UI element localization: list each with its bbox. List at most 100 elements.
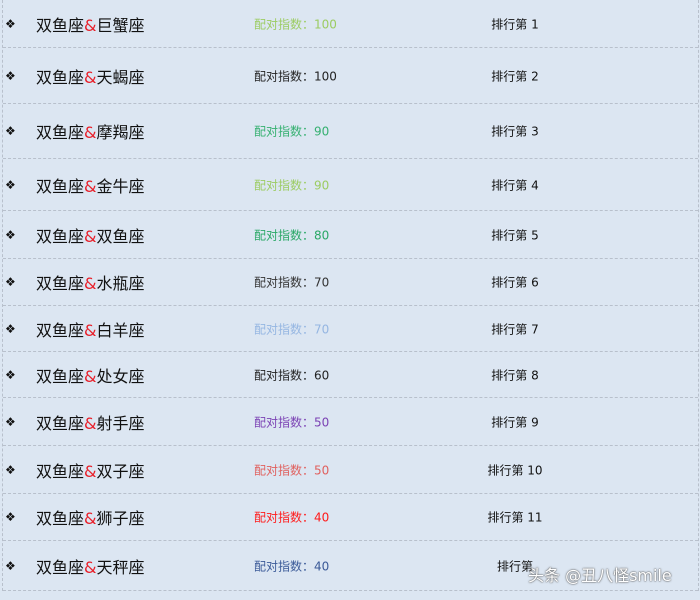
partner-sign: 巨蟹座: [96, 15, 145, 35]
base-sign: 双鱼座: [36, 413, 85, 433]
bullet-icon: ❖: [5, 321, 16, 336]
rank-value: 3: [531, 124, 539, 139]
ampersand: &: [84, 226, 97, 246]
rank: 排行第 3: [491, 123, 538, 140]
score-value: 60: [314, 368, 330, 382]
pair-name: 双鱼座&白羊座: [36, 317, 145, 341]
rank-label: 排行第: [487, 510, 524, 525]
pair-name: 双鱼座&处女座: [36, 363, 145, 387]
bullet-icon: ❖: [5, 367, 16, 382]
list-item: ❖ 双鱼座&狮子座 配对指数：40 排行第 11: [3, 494, 698, 541]
match-score: 配对指数：90: [254, 176, 329, 193]
rank: 排行第 6: [491, 274, 538, 291]
pair-name: 双鱼座&射手座: [36, 410, 145, 434]
match-score: 配对指数：50: [254, 461, 329, 478]
ampersand: &: [84, 413, 97, 433]
score-value: 70: [314, 322, 330, 336]
base-sign: 双鱼座: [36, 67, 85, 87]
partner-sign: 天蝎座: [96, 67, 145, 87]
pair-name: 双鱼座&水瓶座: [36, 270, 145, 294]
rank: 排行第 1: [491, 15, 538, 32]
score-label: 配对指数：: [254, 415, 315, 429]
base-sign: 双鱼座: [36, 15, 85, 35]
score-label: 配对指数：: [254, 124, 315, 139]
match-score: 配对指数：90: [254, 123, 329, 140]
bullet-icon: ❖: [5, 177, 16, 192]
rank: 排行第 5: [491, 226, 538, 243]
match-score: 配对指数：50: [254, 413, 329, 430]
list-item: ❖ 双鱼座&水瓶座 配对指数：70 排行第 6: [3, 259, 698, 306]
list-item: ❖ 双鱼座&摩羯座 配对指数：90 排行第 3: [3, 104, 698, 159]
match-score: 配对指数：100: [254, 67, 337, 84]
ampersand: &: [84, 320, 97, 340]
rank-value: 8: [531, 368, 539, 382]
score-label: 配对指数：: [254, 368, 315, 382]
partner-sign: 金牛座: [96, 176, 145, 196]
match-score: 配对指数：80: [254, 226, 329, 243]
ampersand: &: [84, 366, 97, 386]
score-label: 配对指数：: [254, 322, 315, 336]
rank: 排行第: [497, 557, 533, 574]
partner-sign: 摩羯座: [96, 123, 145, 142]
pair-name: 双鱼座&双鱼座: [36, 223, 145, 247]
bullet-icon: ❖: [5, 414, 16, 429]
score-label: 配对指数：: [254, 17, 315, 31]
partner-sign: 天秤座: [96, 557, 145, 577]
score-label: 配对指数：: [254, 69, 315, 83]
list-item: ❖ 双鱼座&射手座 配对指数：50 排行第 9: [3, 398, 698, 446]
rank: 排行第 4: [491, 176, 538, 193]
rank-value: 1: [531, 17, 539, 31]
match-score: 配对指数：40: [254, 557, 329, 574]
score-label: 配对指数：: [254, 178, 315, 192]
match-score: 配对指数：60: [254, 366, 329, 383]
partner-sign: 白羊座: [96, 320, 145, 340]
base-sign: 双鱼座: [36, 509, 85, 528]
rank-label: 排行第: [491, 415, 528, 429]
rank-value: 4: [531, 178, 539, 192]
rank-label: 排行第: [496, 559, 534, 573]
rank-label: 排行第: [491, 178, 528, 192]
partner-sign: 水瓶座: [96, 274, 145, 293]
bullet-icon: ❖: [5, 68, 16, 83]
bullet-icon: ❖: [5, 275, 16, 289]
pair-name: 双鱼座&狮子座: [36, 505, 145, 529]
partner-sign: 射手座: [96, 413, 145, 433]
match-score: 配对指数：100: [254, 15, 337, 32]
ampersand: &: [84, 176, 97, 196]
base-sign: 双鱼座: [36, 226, 85, 246]
score-label: 配对指数：: [254, 510, 315, 525]
base-sign: 双鱼座: [36, 123, 85, 142]
pair-name: 双鱼座&摩羯座: [36, 119, 145, 143]
rank-label: 排行第: [491, 228, 528, 242]
rank-value: 7: [531, 322, 539, 336]
rank-label: 排行第: [491, 322, 528, 336]
list-item: ❖ 双鱼座&金牛座 配对指数：90 排行第 4: [3, 159, 698, 211]
bullet-icon: ❖: [5, 16, 16, 31]
bullet-icon: ❖: [5, 510, 16, 524]
score-value: 70: [314, 275, 330, 290]
score-value: 40: [314, 510, 330, 525]
base-sign: 双鱼座: [36, 274, 85, 293]
score-label: 配对指数：: [254, 275, 315, 290]
score-value: 80: [314, 228, 330, 242]
rank-label: 排行第: [491, 275, 528, 290]
score-value: 90: [314, 178, 330, 192]
partner-sign: 双鱼座: [96, 226, 145, 246]
rank: 排行第 11: [487, 509, 542, 526]
list-item: ❖ 双鱼座&处女座 配对指数：60 排行第 8: [3, 352, 698, 398]
match-score: 配对指数：70: [254, 274, 329, 291]
score-value: 40: [314, 559, 330, 573]
score-label: 配对指数：: [254, 559, 315, 573]
ampersand: &: [84, 557, 97, 577]
list-item: ❖ 双鱼座&双鱼座 配对指数：80 排行第 5: [3, 211, 698, 259]
ampersand: &: [84, 509, 97, 528]
partner-sign: 狮子座: [96, 509, 145, 528]
rank-value: 2: [531, 69, 539, 83]
rank-value: 11: [527, 510, 543, 525]
rank-label: 排行第: [491, 124, 528, 139]
pair-name: 双鱼座&天蝎座: [36, 64, 145, 88]
rank-value: 10: [527, 463, 543, 477]
score-label: 配对指数：: [254, 463, 315, 477]
rank: 排行第 8: [491, 366, 538, 383]
